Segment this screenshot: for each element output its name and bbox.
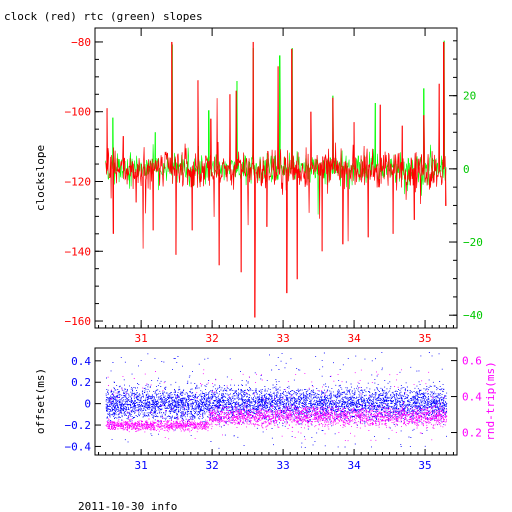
slopes-xtick-label: 35 xyxy=(418,332,431,345)
rtc-ytick-label: 20 xyxy=(463,90,476,103)
rnd-trip-points xyxy=(105,369,448,442)
rnd-trip-ytick-label: 0.4 xyxy=(462,391,482,404)
offset-panel: 31 32 33 34 35 0.4 0.2 0 −0.2 −0.4 0.6 0.4 0.2 offse… xyxy=(34,347,497,472)
rtc-ytick-label: −40 xyxy=(463,309,483,322)
clockslope-ytick-label: −140 xyxy=(65,245,92,258)
clockslope-ytick-label: −160 xyxy=(65,315,92,328)
offset-points xyxy=(105,352,448,449)
offset-ytick-label: −0.4 xyxy=(65,440,92,453)
footer-date: 2011-10-30 info xyxy=(78,500,177,512)
slopes-xtick-label: 31 xyxy=(135,332,148,345)
offset-axis-label: offset(ms) xyxy=(34,368,47,434)
slopes-panel: 31 32 33 34 35 −80 −100 −120 −140 −160 20 0 −20 −40 c… xyxy=(34,27,483,345)
offset-xtick-label: 35 xyxy=(418,459,431,472)
slopes-axes: 31 32 33 34 35 −80 −100 −120 −140 −160 20 0 −20 −40 xyxy=(65,28,483,345)
offset-xtick-label: 34 xyxy=(347,459,361,472)
clockslope-axis-label: clockslope xyxy=(34,145,47,211)
rtc-ytick-label: 0 xyxy=(463,163,470,176)
offset-ytick-label: 0 xyxy=(84,398,91,411)
offset-xtick-label: 31 xyxy=(135,459,148,472)
slope-traces xyxy=(105,40,447,318)
clockslope-ytick-label: −80 xyxy=(71,36,91,49)
slopes-xtick-label: 32 xyxy=(205,332,218,345)
offset-xtick-label: 33 xyxy=(276,459,289,472)
offset-ytick-label: 0.4 xyxy=(71,355,91,368)
offset-scatter xyxy=(105,352,448,449)
clockslope-ytick-label: −100 xyxy=(65,106,92,119)
clock-slope-line xyxy=(105,41,447,318)
offset-ytick-label: 0.2 xyxy=(71,376,91,389)
chart-title: clock (red) rtc (green) slopes xyxy=(4,10,203,23)
rtc-ytick-label: −20 xyxy=(463,236,483,249)
slopes-xtick-label: 34 xyxy=(347,332,361,345)
rnd-trip-ytick-label: 0.6 xyxy=(462,355,482,368)
offset-ytick-label: −0.2 xyxy=(65,419,92,432)
slopes-xtick-label: 33 xyxy=(276,332,289,345)
rnd-trip-ytick-label: 0.2 xyxy=(462,427,482,440)
rtc-slope-line xyxy=(105,40,447,215)
offset-axes: 31 32 33 34 35 0.4 0.2 0 −0.2 −0.4 0.6 0.4 0.2 xyxy=(65,355,483,472)
offset-xtick-label: 32 xyxy=(205,459,218,472)
clockslope-ytick-label: −120 xyxy=(65,175,92,188)
rnd-trip-axis-label: rnd-trip(ms) xyxy=(484,361,497,440)
